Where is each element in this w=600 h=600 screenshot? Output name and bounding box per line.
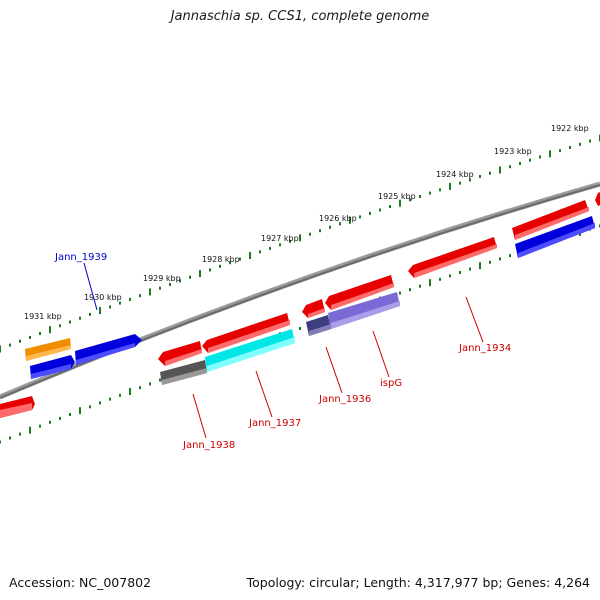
gene-block-shade <box>309 324 331 336</box>
gene-arrow[interactable] <box>595 192 600 206</box>
scale-label: 1922 kbp <box>551 124 589 133</box>
gene-arrow-shade <box>331 283 394 310</box>
gene-arrow-shade <box>31 364 71 379</box>
backbone <box>0 181 600 400</box>
scale-label: 1929 kbp <box>143 274 181 283</box>
scale-label: 1931 kbp <box>24 312 62 321</box>
gene-block-shade <box>518 223 595 258</box>
scale-label: 1928 kbp <box>202 255 240 264</box>
genes <box>0 192 600 418</box>
page-title: Jannaschia sp. CCS1, complete genome <box>170 9 430 24</box>
scale-label: 1927 kbp <box>261 234 299 243</box>
gene-label-ispg[interactable]: ispG <box>380 378 402 389</box>
scale-label: 1924 kbp <box>436 170 474 179</box>
gene-arrow-shade <box>414 244 497 278</box>
leader-line <box>255 370 273 418</box>
gene-labels: Jann_1939 Jann_1938 Jann_1937 Jann_1936 … <box>54 252 511 451</box>
gene-arrow-shade <box>208 320 290 353</box>
leader-line <box>192 393 207 439</box>
gene-leader-lines <box>83 262 484 439</box>
gene-block-shade <box>515 207 589 240</box>
gene-block-shade <box>207 337 295 372</box>
accession-text: Accession: NC_007802 <box>9 575 152 590</box>
gene-arrow-shade <box>308 308 325 318</box>
gene-block-shade <box>331 301 400 329</box>
gene-block-shade <box>162 368 207 385</box>
gene-arrow-shade <box>76 343 135 365</box>
gene-label-jann-1939[interactable]: Jann_1939 <box>54 252 107 263</box>
scale-labels: 1922 kbp 1923 kbp 1924 kbp 1925 kbp 1926… <box>24 124 589 321</box>
gene-block-shade <box>26 345 71 361</box>
gene-label-jann-1936[interactable]: Jann_1936 <box>318 394 371 405</box>
leader-line <box>465 296 484 343</box>
leader-line <box>325 346 343 394</box>
gene-arrow-shade <box>165 349 202 366</box>
gene-label-jann-1937[interactable]: Jann_1937 <box>248 418 301 429</box>
scale-label: 1930 kbp <box>84 293 122 302</box>
gene-label-jann-1934[interactable]: Jann_1934 <box>458 343 511 354</box>
genome-summary-text: Topology: circular; Length: 4,317,977 bp… <box>246 575 590 590</box>
scale-label: 1925 kbp <box>378 192 416 201</box>
gene-arrow-shade <box>0 403 32 418</box>
gene-label-jann-1938[interactable]: Jann_1938 <box>182 440 235 451</box>
leader-line <box>372 330 390 378</box>
leader-line <box>83 262 98 311</box>
upper-scale-ticks <box>0 134 600 353</box>
scale-label: 1923 kbp <box>494 147 532 156</box>
scale-label: 1926 kbp <box>319 214 357 223</box>
